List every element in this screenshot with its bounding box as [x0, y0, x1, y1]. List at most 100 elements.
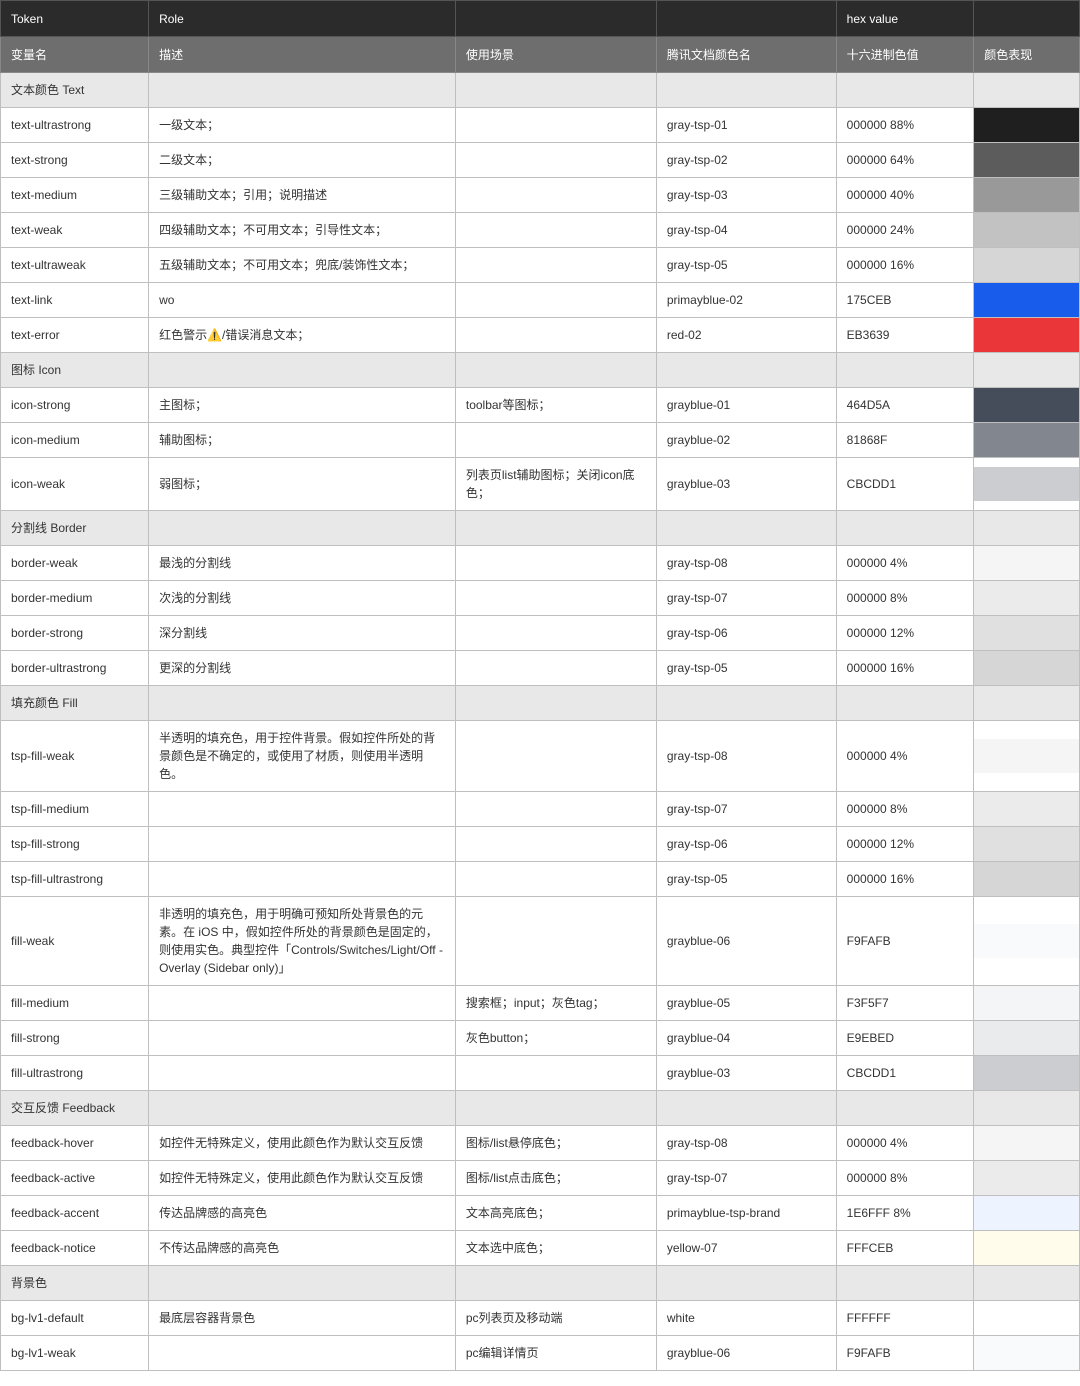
cell-token: feedback-accent — [1, 1196, 149, 1231]
cell-desc: 如控件无特殊定义，使用此颜色作为默认交互反馈 — [149, 1161, 456, 1196]
cell-colorname: primayblue-02 — [656, 283, 836, 318]
cell-usage: 图标/list点击底色； — [455, 1161, 656, 1196]
table-body: 文本颜色 Texttext-ultrastrong一级文本；gray-tsp-0… — [1, 73, 1080, 1371]
cell-colorname: gray-tsp-02 — [656, 143, 836, 178]
cell-token: tsp-fill-strong — [1, 827, 149, 862]
cell-hex: EB3639 — [836, 318, 974, 353]
cell-hex: 175CEB — [836, 283, 974, 318]
cell-usage — [455, 581, 656, 616]
cell-colorname: gray-tsp-08 — [656, 721, 836, 792]
section-row: 填充颜色 Fill — [1, 686, 1080, 721]
color-swatch — [974, 616, 1079, 650]
cell-colorname — [656, 353, 836, 388]
cell-hex: CBCDD1 — [836, 1056, 974, 1091]
cell-token: border-weak — [1, 546, 149, 581]
color-swatch — [974, 1056, 1079, 1090]
cell-swatch — [974, 423, 1080, 458]
table-row: tsp-fill-strong gray-tsp-06000000 12% — [1, 827, 1080, 862]
cell-hex: 000000 12% — [836, 827, 974, 862]
cell-swatch — [974, 458, 1080, 511]
cell-hex: 000000 4% — [836, 721, 974, 792]
cell-swatch — [974, 721, 1080, 792]
cell-colorname: grayblue-03 — [656, 458, 836, 511]
cell-swatch — [974, 213, 1080, 248]
cell-desc — [149, 1056, 456, 1091]
table-row: icon-strong主图标；toolbar等图标；grayblue-01464… — [1, 388, 1080, 423]
cell-swatch — [974, 388, 1080, 423]
section-row: 图标 Icon — [1, 353, 1080, 388]
cell-hex: 1E6FFF 8% — [836, 1196, 974, 1231]
cell-usage — [455, 143, 656, 178]
cell-token: 图标 Icon — [1, 353, 149, 388]
cell-colorname: gray-tsp-05 — [656, 248, 836, 283]
cell-hex — [836, 1091, 974, 1126]
table-row: feedback-accent传达品牌感的高亮色文本高亮底色；primayblu… — [1, 1196, 1080, 1231]
header-hexvalue: 十六进制色值 — [836, 37, 974, 73]
cell-usage — [455, 792, 656, 827]
table-row: text-ultraweak五级辅助文本；不可用文本；兜底/装饰性文本；gray… — [1, 248, 1080, 283]
cell-colorname: gray-tsp-01 — [656, 108, 836, 143]
cell-colorname: gray-tsp-06 — [656, 827, 836, 862]
cell-desc — [149, 686, 456, 721]
cell-usage: 灰色button； — [455, 1021, 656, 1056]
cell-desc: 四级辅助文本；不可用文本；引导性文本； — [149, 213, 456, 248]
table-row: text-error红色警示⚠️/错误消息文本；red-02EB3639 — [1, 318, 1080, 353]
cell-swatch — [974, 178, 1080, 213]
cell-token: 交互反馈 Feedback — [1, 1091, 149, 1126]
cell-usage — [455, 827, 656, 862]
cell-desc — [149, 1021, 456, 1056]
cell-colorname: grayblue-06 — [656, 1336, 836, 1371]
cell-token: fill-weak — [1, 897, 149, 986]
cell-usage — [455, 1056, 656, 1091]
cell-desc — [149, 986, 456, 1021]
cell-token: 分割线 Border — [1, 511, 149, 546]
cell-colorname — [656, 1266, 836, 1301]
cell-desc: 辅助图标； — [149, 423, 456, 458]
cell-desc: 红色警示⚠️/错误消息文本； — [149, 318, 456, 353]
color-swatch — [974, 248, 1079, 282]
table-row: text-ultrastrong一级文本；gray-tsp-01000000 8… — [1, 108, 1080, 143]
color-swatch — [974, 283, 1079, 317]
section-row: 背景色 — [1, 1266, 1080, 1301]
table-row: border-weak最浅的分割线gray-tsp-08000000 4% — [1, 546, 1080, 581]
cell-swatch — [974, 546, 1080, 581]
cell-swatch — [974, 1231, 1080, 1266]
cell-usage: 图标/list悬停底色； — [455, 1126, 656, 1161]
cell-swatch — [974, 792, 1080, 827]
cell-desc: 三级辅助文本；引用；说明描述 — [149, 178, 456, 213]
color-swatch — [974, 862, 1079, 896]
cell-desc: 一级文本； — [149, 108, 456, 143]
cell-desc: 传达品牌感的高亮色 — [149, 1196, 456, 1231]
cell-hex — [836, 686, 974, 721]
cell-usage — [455, 1091, 656, 1126]
cell-desc — [149, 827, 456, 862]
color-swatch — [974, 213, 1079, 247]
cell-desc: 半透明的填充色，用于控件背景。假如控件所处的背景颜色是不确定的，或使用了材质，则… — [149, 721, 456, 792]
color-swatch — [974, 924, 1079, 958]
cell-usage — [455, 511, 656, 546]
table-row: bg-lv1-default最底层容器背景色pc列表页及移动端whiteFFFF… — [1, 1301, 1080, 1336]
cell-token: fill-medium — [1, 986, 149, 1021]
cell-hex: 81868F — [836, 423, 974, 458]
cell-desc — [149, 1336, 456, 1371]
cell-hex — [836, 1266, 974, 1301]
cell-usage — [455, 213, 656, 248]
color-swatch — [974, 388, 1079, 422]
color-swatch — [974, 581, 1079, 615]
cell-token: feedback-active — [1, 1161, 149, 1196]
cell-desc: 二级文本； — [149, 143, 456, 178]
cell-hex: FFFCEB — [836, 1231, 974, 1266]
cell-usage: pc编辑详情页 — [455, 1336, 656, 1371]
header-row-1: Token Role hex value — [1, 1, 1080, 37]
table-row: fill-medium搜索框；input；灰色tag；grayblue-05F3… — [1, 986, 1080, 1021]
cell-token: border-medium — [1, 581, 149, 616]
cell-desc: 五级辅助文本；不可用文本；兜底/装饰性文本； — [149, 248, 456, 283]
cell-usage: pc列表页及移动端 — [455, 1301, 656, 1336]
cell-token: tsp-fill-medium — [1, 792, 149, 827]
cell-colorname: gray-tsp-08 — [656, 546, 836, 581]
cell-colorname: grayblue-01 — [656, 388, 836, 423]
cell-usage — [455, 721, 656, 792]
cell-token: text-strong — [1, 143, 149, 178]
section-row: 文本颜色 Text — [1, 73, 1080, 108]
cell-swatch — [974, 108, 1080, 143]
